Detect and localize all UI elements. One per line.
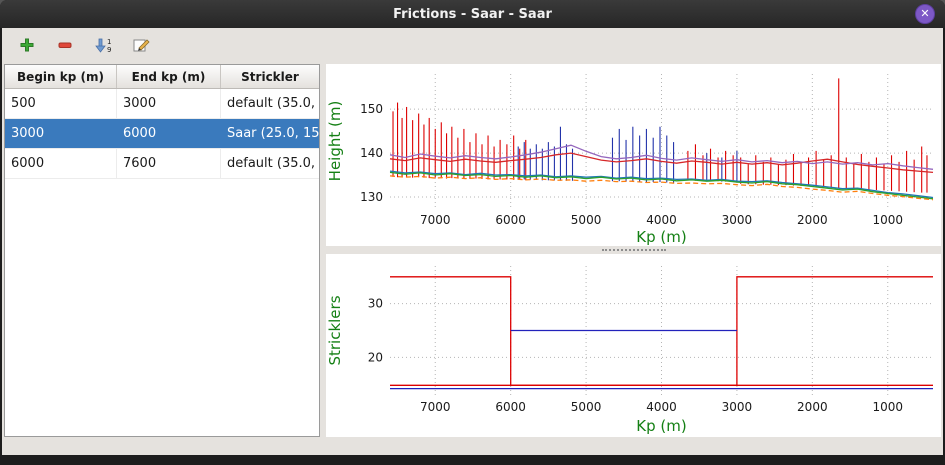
sort-button[interactable]: 1 9: [88, 33, 118, 59]
toolbar: 1 9: [2, 28, 943, 64]
close-icon: ✕: [920, 7, 930, 20]
horizontal-splitter[interactable]: [326, 246, 941, 254]
cell-strickler: Saar (25.0, 15.0): [227, 126, 319, 141]
column-header-end-kp[interactable]: End kp (m): [117, 65, 221, 88]
edit-icon: [132, 37, 150, 56]
frictions-table: Begin kp (m) End kp (m) Strickler 500 30…: [4, 64, 320, 437]
plus-icon: [19, 37, 35, 56]
cell-begin-kp: 500: [5, 89, 117, 118]
cell-strickler: default (35.0, ...: [227, 96, 319, 111]
add-friction-button[interactable]: [12, 33, 42, 59]
svg-text:4000: 4000: [646, 213, 677, 227]
svg-text:Height (m): Height (m): [326, 101, 344, 182]
svg-text:20: 20: [368, 350, 383, 364]
column-header-strickler[interactable]: Strickler: [241, 69, 299, 84]
edit-friction-button[interactable]: [126, 33, 156, 59]
table-row[interactable]: 500 3000 default (35.0, ...: [5, 89, 319, 119]
svg-text:2000: 2000: [797, 213, 828, 227]
stricklers-chart-box: 7000 6000 5000 4000 3000 2000 1000 20 30 Kp (m) St…: [326, 254, 941, 437]
window-content: 1 9 Begin kp (m) End: [2, 28, 943, 455]
window-title: Frictions - Saar - Saar: [393, 6, 552, 22]
table-row[interactable]: 6000 7600 default (35.0, ...: [5, 149, 319, 179]
stricklers-chart: 7000 6000 5000 4000 3000 2000 1000 20 30 Kp (m) St…: [326, 266, 933, 435]
svg-text:1000: 1000: [872, 213, 903, 227]
main-area: Begin kp (m) End kp (m) Strickler 500 30…: [2, 64, 943, 437]
svg-text:6000: 6000: [495, 400, 526, 414]
svg-text:Kp (m): Kp (m): [636, 228, 686, 246]
table-header: Begin kp (m) End kp (m) Strickler: [5, 65, 319, 89]
cell-begin-kp: 6000: [5, 149, 117, 178]
svg-text:130: 130: [360, 190, 383, 204]
cell-begin-kp: 3000: [5, 119, 117, 148]
height-chart-box: 7000 6000 5000 4000 3000 2000 1000 130 140 150 Kp …: [326, 64, 941, 246]
svg-text:5000: 5000: [571, 213, 602, 227]
svg-text:3000: 3000: [722, 400, 753, 414]
svg-text:3000: 3000: [722, 213, 753, 227]
cell-end-kp: 7600: [117, 149, 221, 178]
svg-text:1: 1: [107, 38, 111, 46]
svg-text:6000: 6000: [495, 213, 526, 227]
window-bottom-border: [0, 455, 945, 465]
svg-text:150: 150: [360, 102, 383, 116]
svg-text:Kp (m): Kp (m): [636, 417, 686, 435]
column-header-begin-kp[interactable]: Begin kp (m): [5, 65, 117, 88]
svg-text:5000: 5000: [571, 400, 602, 414]
svg-text:2000: 2000: [797, 400, 828, 414]
svg-text:9: 9: [107, 46, 111, 53]
close-button[interactable]: ✕: [915, 4, 935, 24]
height-chart: 7000 6000 5000 4000 3000 2000 1000 130 140 150 Kp …: [326, 74, 934, 246]
sort-1-9-icon: 1 9: [94, 37, 112, 56]
minus-icon: [57, 37, 73, 56]
svg-text:Stricklers: Stricklers: [326, 295, 344, 365]
svg-text:30: 30: [368, 297, 383, 311]
table-row[interactable]: 3000 6000 Saar (25.0, 15.0): [5, 119, 319, 149]
charts-panel: 7000 6000 5000 4000 3000 2000 1000 130 140 150 Kp …: [326, 64, 941, 437]
cell-end-kp: 3000: [117, 89, 221, 118]
remove-friction-button[interactable]: [50, 33, 80, 59]
svg-text:7000: 7000: [420, 213, 451, 227]
svg-text:140: 140: [360, 146, 383, 160]
svg-text:1000: 1000: [872, 400, 903, 414]
svg-text:7000: 7000: [420, 400, 451, 414]
titlebar: Frictions - Saar - Saar ✕: [0, 0, 945, 28]
svg-text:4000: 4000: [646, 400, 677, 414]
cell-end-kp: 6000: [117, 119, 221, 148]
cell-strickler: default (35.0, ...: [227, 156, 319, 171]
